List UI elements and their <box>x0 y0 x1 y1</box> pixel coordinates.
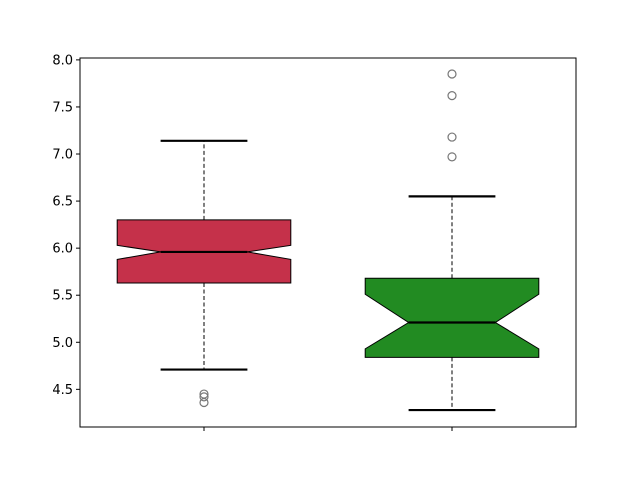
box-group <box>116 139 292 408</box>
outlier-point <box>199 397 209 408</box>
outlier-point <box>447 152 457 162</box>
y-tick-label: 6.0 <box>52 242 73 257</box>
outlier-point <box>447 132 457 142</box>
outlier-point <box>447 69 457 79</box>
outlier-point <box>447 91 457 101</box>
y-tick-label: 6.5 <box>52 195 73 210</box>
box-group <box>364 69 540 412</box>
y-axis: 4.5 5.0 5.5 6.0 6.5 7.0 7.5 8.0 <box>52 53 80 398</box>
boxes <box>116 69 540 412</box>
x-axis <box>203 427 453 431</box>
y-tick-label: 5.5 <box>52 289 73 304</box>
y-tick-label: 5.0 <box>52 336 73 351</box>
y-tick-label: 7.5 <box>52 100 73 115</box>
y-tick-label: 7.0 <box>52 148 73 163</box>
plot-frame <box>79 57 577 428</box>
box <box>364 277 540 358</box>
outlier-point <box>199 392 209 402</box>
y-tick-label: 8.0 <box>52 53 73 68</box>
y-tick-label: 4.5 <box>52 383 73 398</box>
